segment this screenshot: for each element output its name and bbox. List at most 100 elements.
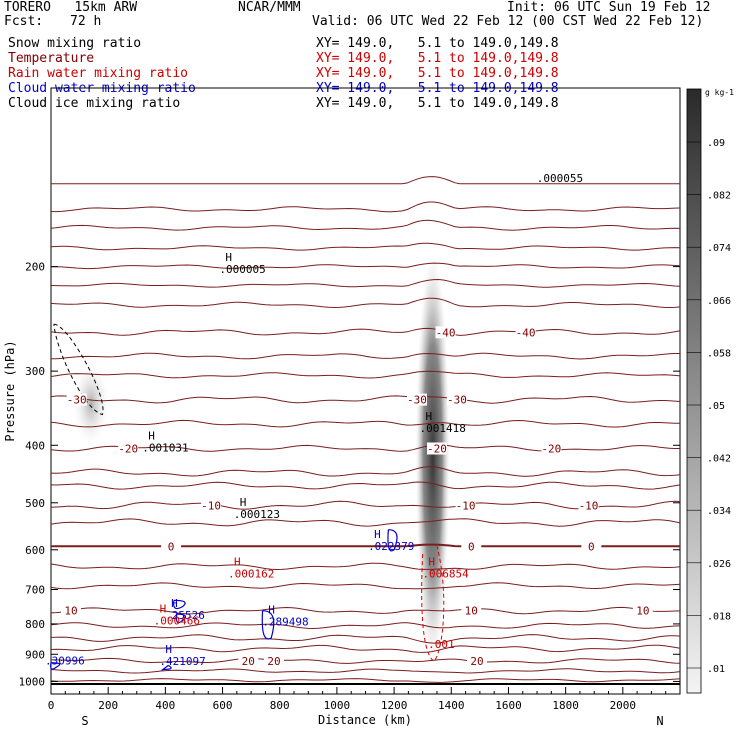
max-marker: H [234,555,241,568]
temperature-line [50,201,681,213]
temperature-line [50,242,681,251]
x-tick-label: 600 [213,699,233,712]
rain-contour [421,546,445,662]
contour-label-bg [446,393,467,406]
plot-frame [50,87,681,695]
temperature-contour-label: 10 [64,605,77,618]
cloud-water-contour [175,613,187,624]
temperature-line [50,219,681,231]
temperature-contour-label: 20 [242,655,255,668]
cloud-water-contour [50,662,61,670]
y-axis-title: Pressure (hPa) [3,340,17,441]
temperature-line [50,278,681,288]
x-tick-label: 1000 [324,699,351,712]
max-value-label: .000005 [219,263,265,276]
field-xy-rain: XY= 149.0, 5.1 to 149.0,149.8 [316,66,559,81]
colorbar-label: .074 [707,243,731,254]
init-time: Init: 06 UTC Sun 19 Feb 12 [507,0,711,15]
temperature-line [50,644,681,653]
temperature-contour-label: 10 [465,605,478,618]
field-name-temperature: Temperature [8,51,95,66]
contour-label-bg [541,442,562,455]
temperature-line [51,543,680,548]
max-marker: H [428,555,435,568]
contour-label-bg [118,442,139,455]
max-marker: H [240,496,247,509]
temperature-line [50,466,681,477]
contour-label-bg [581,540,602,553]
valid-time: Valid: 06 UTC Wed 22 Feb 12 (00 CST Wed … [312,14,704,29]
colorbar-unit: g kg-1 [705,88,734,97]
max-value-label: .000055 [537,172,583,185]
contour-label-bg [461,540,482,553]
temperature-line [51,262,681,270]
temperature-contour-label: 20 [267,655,280,668]
contour-label-bg [201,499,222,512]
colorbar-label: .05 [707,401,725,412]
contour-label-bg [406,393,427,406]
colorbar-label: .034 [707,506,731,517]
temperature-contour-label: 0 [588,540,595,553]
temperature-contour-label: 0 [168,540,175,553]
temperature-line [50,582,681,590]
max-marker: H [268,604,275,617]
colorbar-label: .018 [707,611,731,622]
cloud-water-contour [387,529,398,552]
temperature-line [50,370,681,379]
contour-label-bg [238,654,259,667]
colorbar [686,88,702,694]
max-marker: H [148,430,155,443]
y-tick-label: 600 [25,544,45,557]
max-value-label: .25526 [165,609,205,622]
max-value-label: .006854 [422,567,469,580]
max-value-label: .000466 [154,615,200,628]
temperature-contour-label: -10 [201,499,221,512]
contour-label-bg [435,326,456,339]
max-marker: H [160,603,167,616]
temperature-contour-label: -20 [118,442,138,455]
field-name-cloud-ice: Cloud ice mixing ratio [8,96,181,111]
y-tick-label: 1000 [19,675,46,688]
temperature-line [50,634,681,644]
max-value-label: .022379 [368,540,414,553]
forecast-label: Fcst: [4,14,44,29]
y-tick-label: 500 [25,497,45,510]
max-marker: H [426,410,433,423]
contour-label-bg [264,654,285,667]
x-tick-label: 0 [48,699,55,712]
max-value-label: .001 [428,638,455,651]
x-tick-label: 1600 [495,699,522,712]
contour-label-bg [61,604,82,617]
max-value-label: .30996 [45,654,85,667]
temperature-line [50,481,681,490]
temperature-contour-label: -10 [456,499,476,512]
snow-shading-main [415,252,450,663]
cloud-water-contour [173,599,186,610]
temperature-line [50,668,681,674]
temperature-contour-label: 20 [470,655,483,668]
cloud-water-contour [261,610,275,640]
temperature-contour-label: -10 [579,499,599,512]
contour-label-bg [66,393,87,406]
colorbar-label: .026 [707,559,731,570]
contour-label-bg [578,499,599,512]
max-value-label: .001418 [420,422,466,435]
temperature-contour-label: 10 [636,605,649,618]
y-tick-label: 300 [25,365,45,378]
x-axis-title: Distance (km) [318,713,412,727]
temperature-contour-label: -20 [427,442,447,455]
temperature-line [51,657,681,664]
south-label: S [81,714,88,728]
y-tick-label: 700 [25,584,45,597]
max-value-label: .000162 [228,567,274,580]
x-tick-label: 1200 [381,699,408,712]
colorbar-label: .042 [707,454,731,465]
contour-label-bg [632,604,653,617]
snow-shading-left [73,361,110,446]
cloud-water-contour [161,664,172,671]
field-xy-snow: XY= 149.0, 5.1 to 149.0,149.8 [316,36,559,51]
temperature-contour-label: 0 [468,540,475,553]
max-value-label: .001031 [142,442,188,455]
x-tick-label: 400 [155,699,175,712]
